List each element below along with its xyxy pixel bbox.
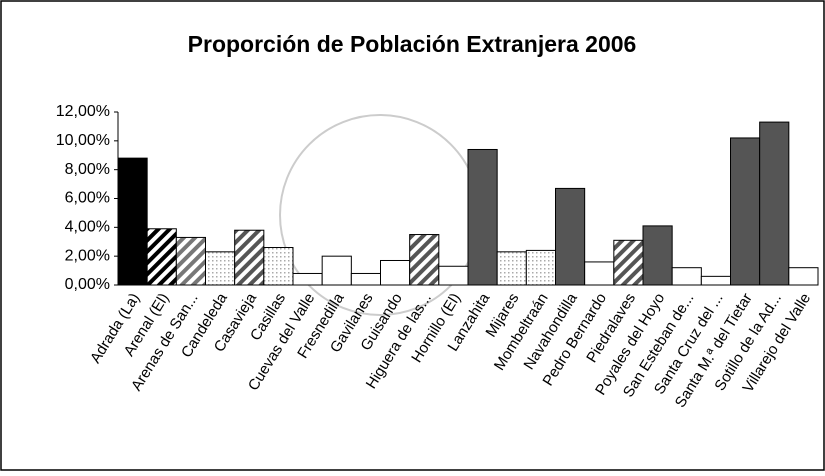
bar [117, 157, 148, 286]
bar [496, 251, 527, 286]
bar [292, 272, 323, 286]
bar [409, 234, 440, 286]
bar [350, 272, 382, 286]
bar [234, 229, 265, 286]
bar [730, 137, 761, 286]
bar [759, 121, 790, 286]
bar [146, 228, 177, 286]
bar [263, 247, 294, 286]
y-tick-label: 0,00% [65, 276, 110, 293]
y-tick-label: 2,00% [65, 247, 110, 264]
bar [467, 148, 498, 286]
y-tick-label: 8,00% [65, 161, 110, 178]
bar [205, 251, 236, 286]
bar [613, 239, 644, 286]
bar [555, 187, 586, 286]
y-tick-label: 12,00% [56, 103, 110, 120]
bar [700, 275, 731, 286]
y-tick-label: 6,00% [65, 190, 110, 207]
bar [642, 225, 673, 286]
chart-title: Proporción de Población Extranjera 2006 [188, 31, 637, 57]
bar [584, 261, 615, 286]
bar [525, 249, 556, 286]
bar [175, 236, 206, 286]
bar [788, 267, 819, 286]
bar [438, 265, 469, 286]
bar [671, 267, 702, 286]
y-tick-label: 10,00% [56, 132, 110, 149]
bar [380, 259, 411, 286]
bar [321, 255, 352, 286]
y-tick-label: 4,00% [65, 219, 110, 236]
